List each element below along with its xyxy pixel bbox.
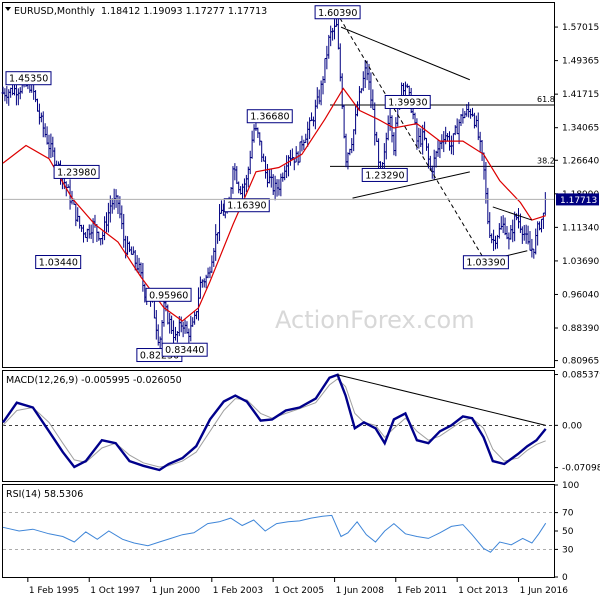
price-tick-label: 1.57015: [562, 23, 599, 33]
symbol-title: EURUSD,Monthly: [14, 6, 95, 17]
price-trendlines: [336, 11, 533, 263]
price-tick-label: 0.88390: [562, 324, 599, 334]
price-label-text: 1.03440: [39, 258, 78, 269]
price-label-box: [53, 164, 100, 179]
price-label-text: 1.23980: [57, 167, 96, 178]
price-label-text: 0.95960: [149, 290, 188, 301]
price-label-box: [35, 255, 82, 270]
ohlc-values: 1.18412 1.19093 1.17277 1.17713: [101, 6, 267, 17]
price-label-text: 1.03390: [466, 258, 505, 269]
price-label-text: 1.16390: [227, 201, 266, 212]
rsi-panel-frame: [2, 484, 555, 578]
chart-header: EURUSD,Monthly 1.18412 1.19093 1.17277 1…: [5, 6, 267, 17]
price-labels: 1.45350 1.23980 1.03440 0.82230 0.95960 0.834…: [5, 5, 509, 363]
fib-level-label: 38.2: [537, 156, 555, 165]
rsi-tick-label: 30: [562, 545, 574, 555]
price-tick-label: 0.80965: [562, 357, 599, 367]
price-label-text: 1.60390: [318, 8, 357, 19]
price-trendline: [340, 26, 471, 81]
price-label: 1.23290: [361, 167, 408, 182]
price-label-box: [145, 287, 192, 302]
price-trendline: [352, 171, 470, 199]
macd-tick-label: 0.085379: [562, 371, 600, 381]
price-label-text: 0.82230: [140, 351, 179, 362]
price-label-text: 0.83440: [165, 345, 204, 356]
price-label: 1.03440: [35, 255, 82, 270]
time-tick-label: 1 Jun 2000: [152, 586, 201, 596]
price-label-text: 1.45350: [9, 74, 48, 85]
time-axis: 1 Feb 1995 1 Oct 1997 1 Jun 2000 1 Feb 2003…: [27, 578, 569, 596]
macd-title: MACD(12,26,9) -0.005995 -0.026050: [6, 375, 182, 386]
rsi-tick-label: 50: [562, 527, 574, 537]
price-tick-label: 1.41715: [562, 90, 599, 100]
rsi-tick-label: 0: [562, 573, 568, 583]
price-label-text: 1.39930: [388, 97, 427, 108]
price-label: 1.39930: [384, 94, 431, 109]
time-tick-label: 1 Oct 2005: [274, 586, 324, 596]
price-tick-label: 1.03690: [562, 257, 599, 267]
price-label-text: 1.36680: [250, 112, 289, 123]
price-label-box: [384, 94, 431, 109]
current-price-label: 1.17713: [560, 196, 597, 206]
collapse-triangle-icon: [5, 7, 11, 11]
price-label-box: [223, 198, 270, 213]
price-tick-label: 1.26640: [562, 156, 599, 166]
price-label-box: [314, 5, 361, 20]
price-label: 1.16390: [223, 198, 270, 213]
price-label: 1.60390: [314, 5, 361, 20]
rsi-tick-label: 70: [562, 509, 574, 519]
watermark: ActionForex.com: [275, 306, 475, 334]
macd-panel-frame: [2, 370, 555, 482]
price-tick-label: 1.11340: [562, 223, 599, 233]
price-label-box: [462, 255, 509, 270]
price-trendline: [492, 206, 533, 221]
time-tick-label: 1 Feb 1995: [29, 586, 79, 596]
macd-line: [2, 373, 547, 472]
price-label-box: [246, 109, 293, 124]
fib-level-label: 61.8: [537, 95, 555, 104]
macd-tick-label: -0.070989: [562, 464, 600, 474]
price-label: 0.95960: [145, 287, 192, 302]
price-label: 1.03390: [462, 255, 509, 270]
price-label-box: [5, 71, 52, 86]
time-tick-label: 1 Oct 1997: [90, 586, 140, 596]
time-tick-label: 1 Jun 2016: [520, 586, 569, 596]
price-label: 1.45350: [5, 71, 52, 86]
time-tick-label: 1 Feb 2011: [397, 586, 447, 596]
rsi-axis: 100 70 50 30 0: [554, 481, 579, 583]
fibonacci-levels: 61.8 38.2: [330, 95, 555, 167]
macd-trendline: [337, 374, 546, 426]
rsi-levels: [3, 512, 554, 550]
rsi-title: RSI(14) 58.5306: [6, 489, 83, 500]
price-label-text: 1.23290: [365, 170, 404, 181]
price-label: 1.23980: [53, 164, 100, 179]
macd-axis: 0.085379 0.00 -0.070989: [554, 371, 600, 474]
price-label: 1.36680: [246, 109, 293, 124]
current-price-box: [556, 193, 599, 206]
price-label: 0.83440: [161, 342, 208, 357]
price-tick-label: 1.34065: [562, 124, 599, 134]
price-axis: 0.809650.883900.960401.036901.113401.189…: [554, 23, 599, 367]
time-tick-label: 1 Oct 2013: [458, 586, 508, 596]
time-tick-label: 1 Jun 2008: [336, 586, 385, 596]
price-tick-label: 0.96040: [562, 290, 599, 300]
price-label-box: [161, 342, 208, 357]
rsi-line: [2, 514, 547, 553]
moving-average-line: [2, 87, 546, 322]
macd-tick-label: 0.00: [562, 421, 582, 431]
macd-signal-line: [2, 378, 546, 468]
rsi-tick-label: 100: [562, 481, 579, 491]
time-tick-label: 1 Feb 2003: [213, 586, 263, 596]
price-label-box: [361, 167, 408, 182]
price-tick-label: 1.49365: [562, 57, 599, 67]
